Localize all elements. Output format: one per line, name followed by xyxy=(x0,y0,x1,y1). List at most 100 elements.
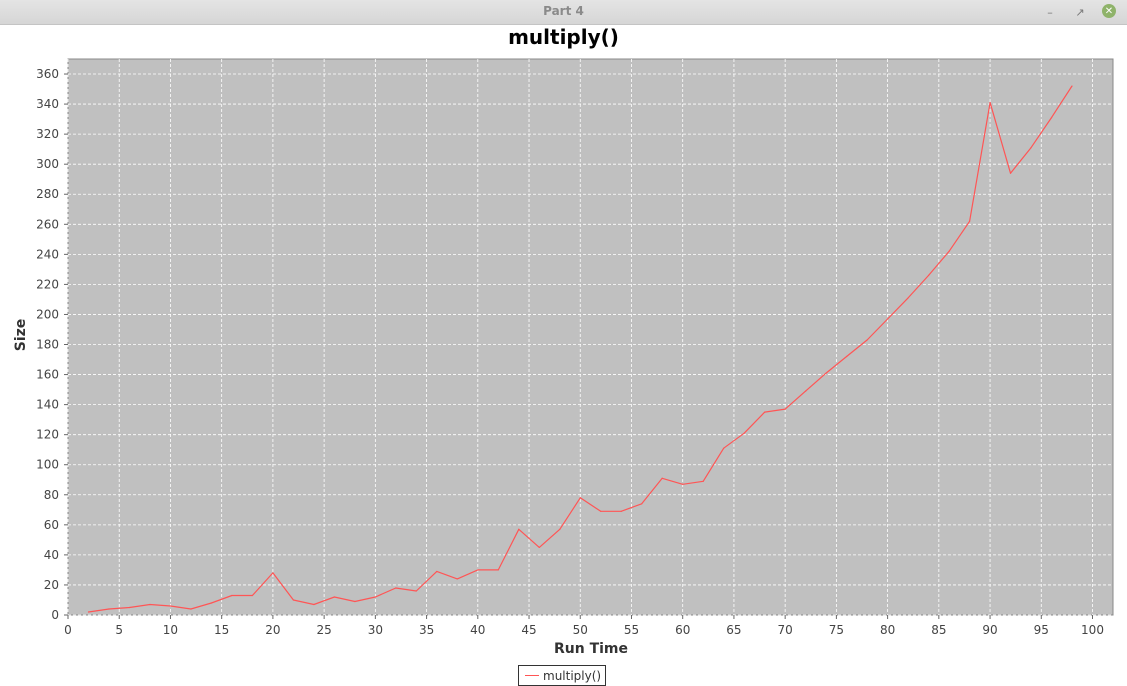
minimize-icon[interactable]: – xyxy=(1047,5,1053,19)
x-axis-label: Run Time xyxy=(554,641,628,657)
y-tick-label: 260 xyxy=(36,217,59,231)
data-point xyxy=(682,483,684,485)
y-tick-label: 160 xyxy=(36,368,59,382)
x-tick-label: 0 xyxy=(64,623,72,637)
data-point xyxy=(538,546,540,548)
data-point xyxy=(128,606,131,609)
y-tick-label: 60 xyxy=(44,518,59,532)
y-tick-label: 220 xyxy=(36,277,59,291)
data-point xyxy=(641,503,643,505)
series-group xyxy=(87,85,1073,613)
x-tick-label: 25 xyxy=(316,623,331,637)
data-point xyxy=(1030,147,1032,149)
data-point xyxy=(313,603,315,606)
x-tick-label: 15 xyxy=(214,623,229,637)
data-point xyxy=(805,390,807,392)
plot-area xyxy=(67,58,1114,616)
data-point xyxy=(149,603,151,606)
window-title: Part 4 xyxy=(543,4,584,18)
data-point xyxy=(1071,85,1073,87)
x-tick-label: 55 xyxy=(624,623,639,637)
y-tick-label: 300 xyxy=(36,157,59,171)
data-point xyxy=(907,297,909,299)
legend-label: multiply() xyxy=(543,668,602,683)
data-point xyxy=(968,220,971,222)
data-point xyxy=(600,510,602,512)
y-tick-label: 200 xyxy=(36,307,59,321)
data-point xyxy=(374,596,376,598)
data-point xyxy=(87,611,90,613)
data-point xyxy=(866,339,868,341)
data-point xyxy=(169,605,172,607)
y-tick-label: 180 xyxy=(36,338,59,352)
y-tick-label: 40 xyxy=(44,548,59,562)
data-point xyxy=(456,578,458,580)
y-axis: 0 20 40 60 80 100 120 140 160 180 200 220 240 260 280 3… xyxy=(36,67,68,622)
x-tick-label: 75 xyxy=(829,623,844,637)
legend: multiply() xyxy=(518,665,606,686)
maximize-icon[interactable]: ↗ xyxy=(1075,5,1085,19)
data-point xyxy=(661,477,663,479)
data-point xyxy=(415,590,417,592)
chart-title: multiply() xyxy=(508,25,619,49)
data-point xyxy=(497,569,499,571)
data-point xyxy=(579,497,581,499)
x-tick-label: 65 xyxy=(726,623,741,637)
y-axis-label: Size xyxy=(13,319,29,352)
close-icon[interactable]: ✕ xyxy=(1102,4,1116,18)
x-tick-label: 100 xyxy=(1081,623,1104,637)
legend-swatch xyxy=(525,675,539,676)
x-tick-label: 45 xyxy=(521,623,536,637)
y-tick-label: 360 xyxy=(36,67,59,81)
y-tick-label: 140 xyxy=(36,398,59,412)
data-point xyxy=(723,447,725,449)
data-point xyxy=(108,608,110,610)
data-point xyxy=(989,101,991,104)
data-point xyxy=(743,432,745,434)
y-tick-label: 340 xyxy=(36,97,59,111)
grid-lines xyxy=(67,59,1113,616)
data-point xyxy=(1050,117,1053,119)
data-point xyxy=(272,572,274,574)
x-tick-label: 70 xyxy=(778,623,793,637)
y-tick-label: 0 xyxy=(51,608,59,622)
data-point xyxy=(210,602,213,604)
data-point xyxy=(354,600,356,603)
data-point xyxy=(292,599,294,601)
data-point xyxy=(333,596,335,598)
x-tick-label: 80 xyxy=(880,623,895,637)
x-tick-label: 35 xyxy=(419,623,434,637)
y-tick-label: 240 xyxy=(36,247,59,261)
x-tick-label: 60 xyxy=(675,623,690,637)
y-tick-label: 120 xyxy=(36,428,59,442)
x-tick-label: 90 xyxy=(982,623,997,637)
data-point xyxy=(559,528,561,530)
data-point xyxy=(887,318,889,320)
x-tick-label: 40 xyxy=(470,623,485,637)
data-point xyxy=(251,594,254,597)
data-point xyxy=(784,408,786,410)
data-point xyxy=(436,570,438,573)
data-point xyxy=(477,569,479,571)
x-axis: 0 5 10 15 20 25 30 35 40 45 50 55 60 65 70 75 80 85 90 95 10… xyxy=(64,615,1104,637)
y-tick-label: 280 xyxy=(36,187,59,201)
data-point xyxy=(825,372,827,374)
data-point xyxy=(231,594,233,597)
data-point xyxy=(927,274,930,276)
x-tick-label: 95 xyxy=(1034,623,1049,637)
data-point xyxy=(702,480,704,482)
data-point xyxy=(948,250,950,252)
y-tick-label: 20 xyxy=(44,578,59,592)
data-point xyxy=(846,355,848,358)
data-point xyxy=(395,587,397,589)
data-point xyxy=(190,608,192,610)
x-tick-label: 10 xyxy=(163,623,178,637)
y-tick-label: 80 xyxy=(44,488,59,502)
x-tick-label: 5 xyxy=(115,623,123,637)
data-point xyxy=(764,411,766,413)
window-titlebar: Part 4 – ↗ ✕ xyxy=(0,0,1127,25)
data-point xyxy=(1009,172,1012,174)
x-tick-label: 50 xyxy=(573,623,588,637)
x-tick-label: 85 xyxy=(931,623,946,637)
